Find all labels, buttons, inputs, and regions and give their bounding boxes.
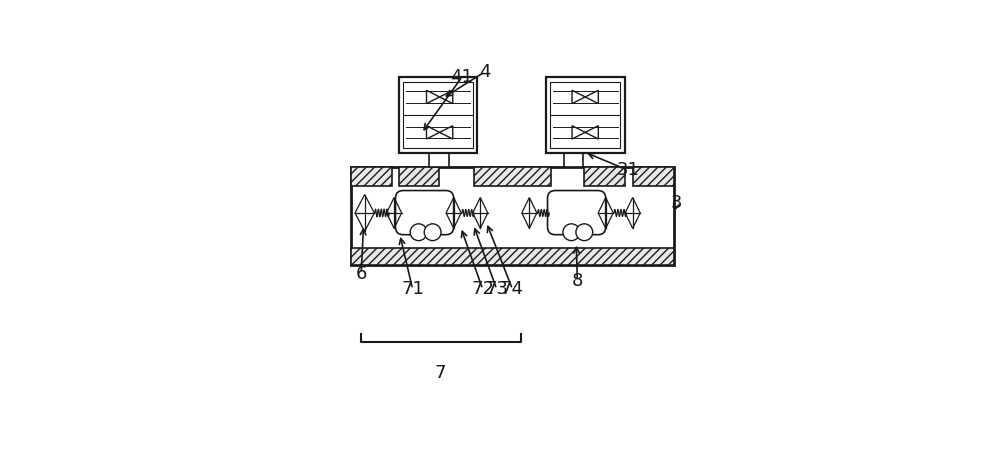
Text: 71: 71 <box>401 280 424 298</box>
Text: 41: 41 <box>450 68 473 86</box>
Bar <box>550 81 620 148</box>
Circle shape <box>410 224 427 241</box>
Bar <box>351 248 674 265</box>
Polygon shape <box>440 90 453 104</box>
Bar <box>584 167 625 186</box>
Polygon shape <box>585 126 598 139</box>
Polygon shape <box>572 126 585 139</box>
FancyBboxPatch shape <box>395 191 454 235</box>
Polygon shape <box>585 90 598 104</box>
Bar <box>564 141 583 167</box>
Text: 6: 6 <box>355 264 367 283</box>
Circle shape <box>424 224 441 241</box>
Text: 72: 72 <box>471 280 494 298</box>
Polygon shape <box>426 126 440 139</box>
Text: 7: 7 <box>435 364 446 382</box>
Bar <box>399 167 439 186</box>
Bar <box>633 167 674 186</box>
Text: 73: 73 <box>485 280 508 298</box>
Bar <box>403 81 473 148</box>
Text: 8: 8 <box>572 272 583 289</box>
Text: 74: 74 <box>501 280 524 298</box>
FancyBboxPatch shape <box>548 191 606 235</box>
Bar <box>546 77 625 153</box>
Bar <box>399 77 477 153</box>
Text: 31: 31 <box>617 161 640 179</box>
Bar <box>351 167 674 265</box>
Polygon shape <box>440 126 453 139</box>
Polygon shape <box>572 90 585 104</box>
Text: 4: 4 <box>479 63 490 81</box>
Circle shape <box>563 224 580 241</box>
Bar <box>429 141 449 167</box>
Bar <box>351 167 392 186</box>
Circle shape <box>576 224 593 241</box>
Bar <box>474 167 551 186</box>
Polygon shape <box>426 90 440 104</box>
Text: 3: 3 <box>671 194 682 212</box>
